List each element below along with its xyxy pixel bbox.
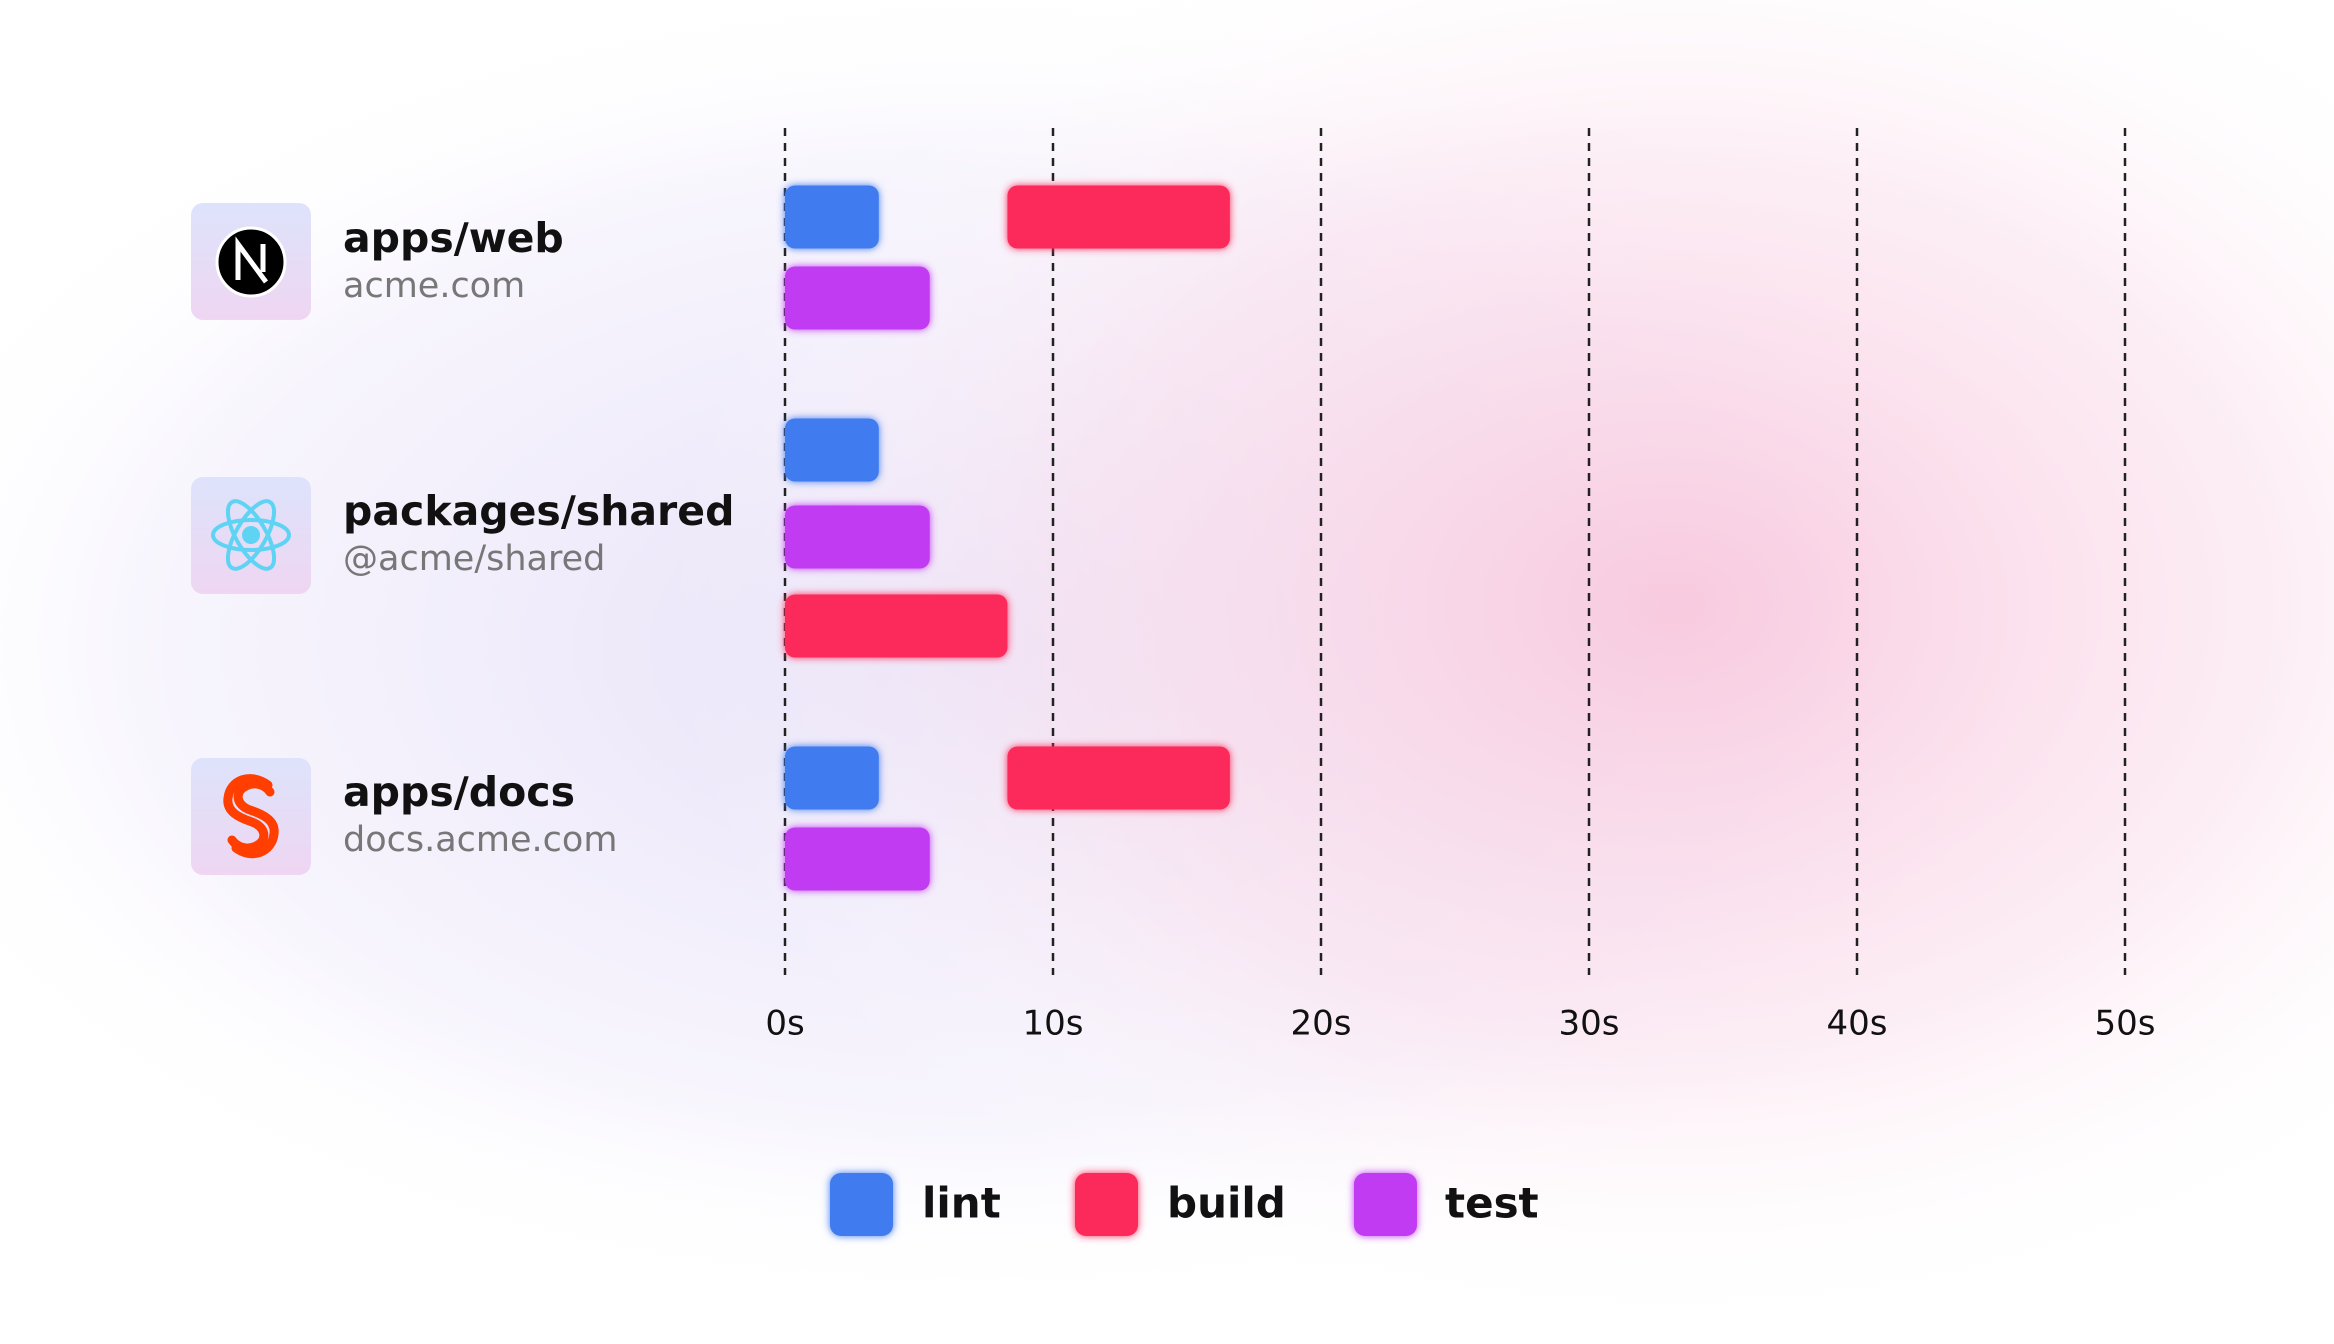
row-subtitle: acme.com	[343, 266, 525, 306]
legend-label: test	[1445, 1179, 1539, 1228]
row-subtitle: @acme/shared	[343, 539, 605, 579]
x-tick-label: 0s	[765, 1004, 804, 1044]
legend-swatch	[1075, 1173, 1138, 1236]
icon-react	[191, 477, 311, 594]
bar	[1007, 746, 1230, 810]
bar	[1007, 185, 1230, 249]
background	[500, 0, 2334, 1344]
legend-swatch	[830, 1173, 893, 1236]
bar	[785, 505, 930, 569]
row-name: apps/docs	[343, 768, 575, 816]
bar	[785, 418, 879, 482]
legend-swatch	[1354, 1173, 1417, 1236]
icon-svelte	[191, 758, 311, 875]
x-tick-label: 50s	[2095, 1004, 2156, 1044]
row-name: apps/web	[343, 214, 564, 262]
bar	[785, 185, 879, 249]
bar	[785, 746, 879, 810]
legend-label: lint	[922, 1179, 1001, 1228]
legend-label: build	[1167, 1179, 1286, 1228]
x-tick-label: 10s	[1023, 1004, 1084, 1044]
bar	[785, 266, 930, 330]
row-subtitle: docs.acme.com	[343, 820, 617, 860]
icon-next	[191, 203, 311, 320]
x-tick-label: 20s	[1291, 1004, 1352, 1044]
x-tick-label: 30s	[1559, 1004, 1620, 1044]
bar	[785, 594, 1008, 658]
bar	[785, 827, 930, 891]
x-tick-label: 40s	[1827, 1004, 1888, 1044]
row-name: packages/shared	[343, 487, 734, 535]
